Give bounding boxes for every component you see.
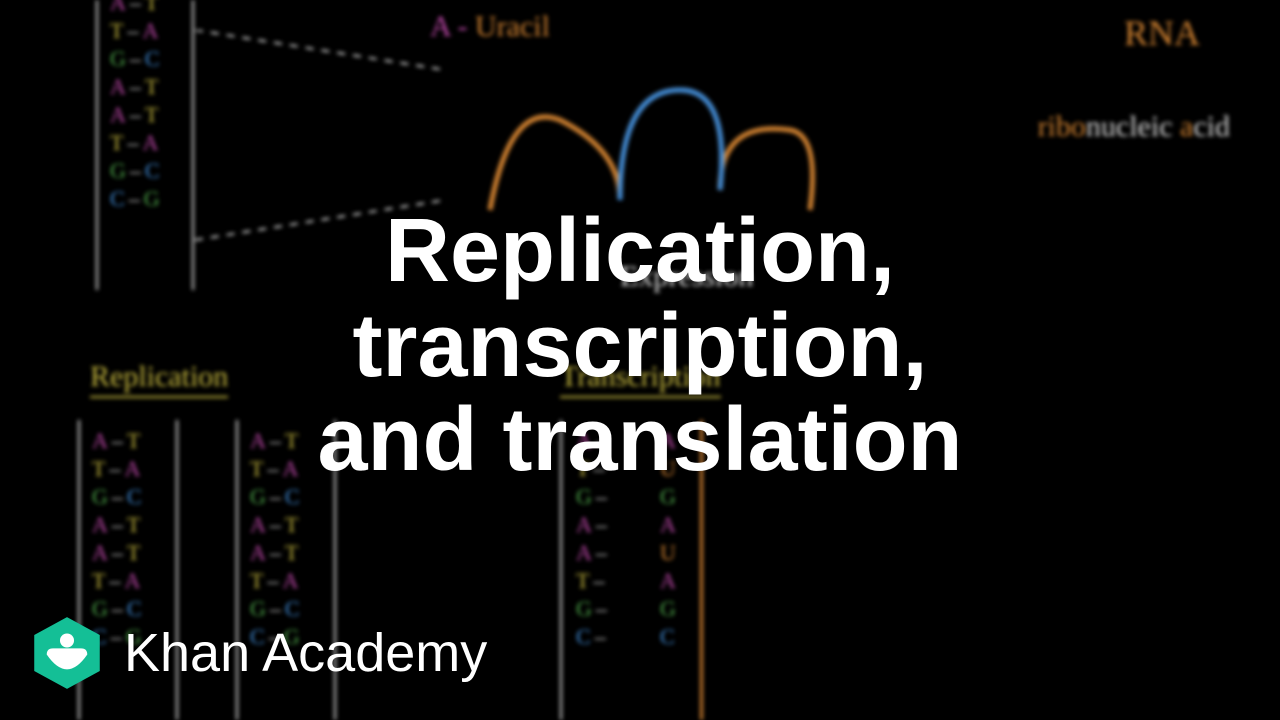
base-pair: A–T — [110, 0, 160, 16]
rna-label: RNA — [1124, 12, 1200, 54]
label-part: a — [1180, 110, 1193, 143]
base-pair: G–C — [110, 158, 160, 184]
base-pair: A–T — [110, 74, 160, 100]
base-pair: G–C — [250, 484, 300, 510]
label-part: ribo — [1038, 110, 1086, 143]
base-pair: G–C — [110, 46, 160, 72]
title-line: Replication, — [0, 204, 1280, 299]
base-pair: A–T — [92, 512, 142, 538]
a-uracil-label: A - Uracil — [430, 10, 550, 44]
base-pair: A– — [576, 512, 607, 538]
video-title: Replication, transcription, and translat… — [0, 204, 1280, 488]
title-line: and translation — [0, 393, 1280, 488]
label-part: cid — [1193, 110, 1230, 143]
base-pair: A– — [576, 540, 607, 566]
khan-academy-brand: Khan Academy — [28, 614, 487, 692]
dna-top-strand: A–TT–AG–CA–TA–TT–AG–CC–G — [110, 0, 160, 212]
rna-base: A — [660, 568, 676, 594]
label-part: ucleic — [1101, 110, 1180, 143]
base-pair: A–T — [250, 540, 300, 566]
base-pair: T–A — [250, 568, 300, 594]
title-line: transcription, — [0, 299, 1280, 394]
khan-academy-logo-icon — [28, 614, 106, 692]
ribonucleic-acid-label: ribonucleic acid — [1038, 110, 1230, 144]
rna-base: C — [660, 624, 676, 650]
khan-academy-text: Khan Academy — [124, 622, 487, 684]
rna-base: G — [660, 596, 676, 622]
base-pair: G– — [576, 596, 607, 622]
base-pair: A–T — [110, 102, 160, 128]
base-pair: T– — [576, 568, 607, 594]
base-pair: T–A — [110, 18, 160, 44]
base-pair: T–A — [92, 568, 142, 594]
base-pair: G–C — [92, 484, 142, 510]
rna-base: U — [660, 540, 676, 566]
base-pair: C– — [576, 624, 607, 650]
label-part: n — [1086, 110, 1101, 143]
base-pair: T–A — [110, 130, 160, 156]
base-pair: A–T — [250, 512, 300, 538]
label-text: Uracil — [475, 10, 550, 43]
rna-base: A — [660, 512, 676, 538]
label-text: A - — [430, 10, 475, 43]
base-pair: A–T — [92, 540, 142, 566]
